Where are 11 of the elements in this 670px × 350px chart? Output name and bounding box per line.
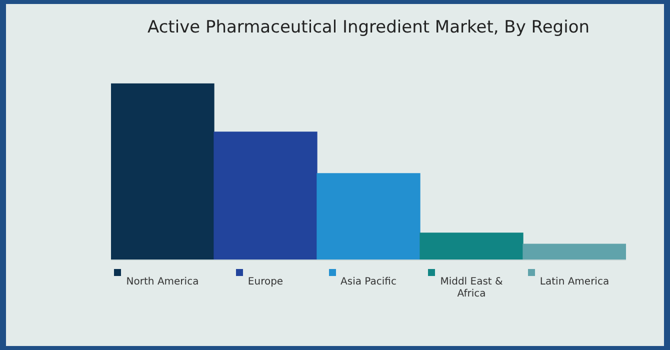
bar	[316, 173, 420, 260]
bar	[420, 232, 524, 260]
x-tick-label: Latin America	[540, 276, 610, 288]
bar	[214, 132, 318, 260]
x-tick-label: Middl East & Africa	[440, 276, 503, 300]
bar	[522, 244, 626, 260]
chart-title: Active Pharmaceutical Ingredient Market, By Region	[148, 18, 590, 38]
x-tick-label: North America	[126, 276, 199, 288]
bar	[111, 83, 214, 260]
x-tick-label: Asia Pacific	[340, 276, 396, 288]
x-tick-label: Europe	[248, 276, 284, 288]
